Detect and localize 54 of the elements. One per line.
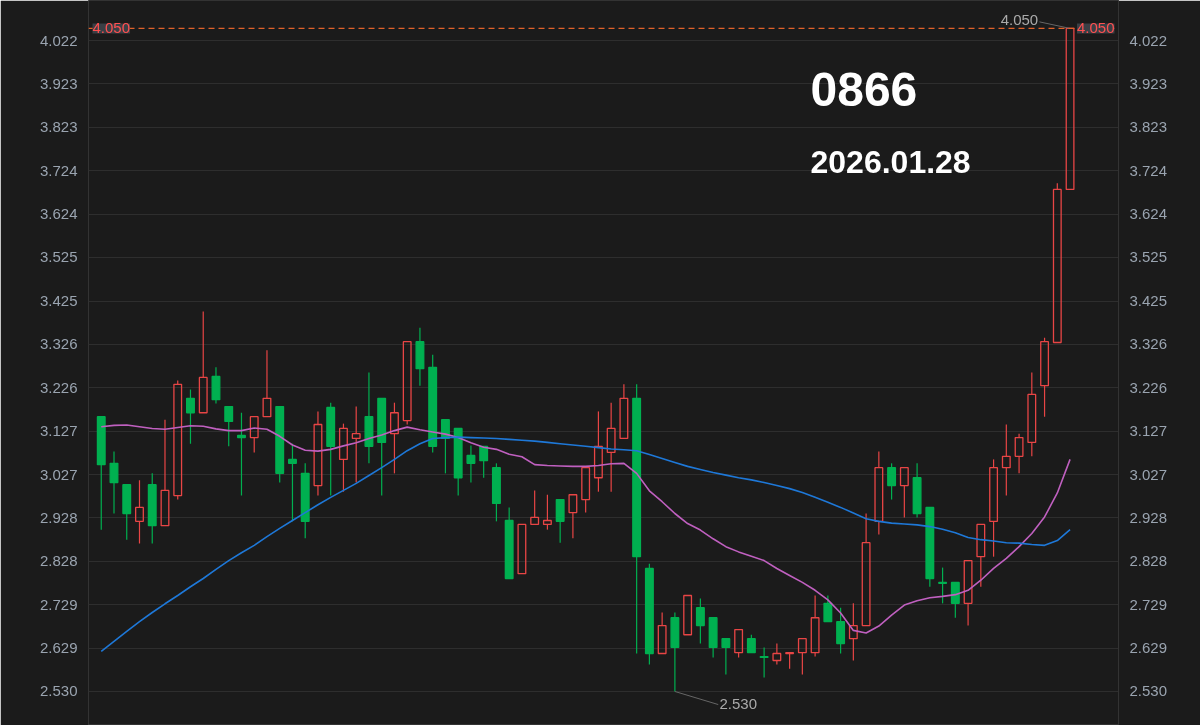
text: 4.050	[1076, 19, 1115, 37]
y-tick-label: 3.525	[39, 248, 78, 266]
y2-tick-label: 2.530	[1129, 682, 1168, 700]
candlestick	[415, 327, 425, 387]
y2-tick-label: 4.022	[1129, 31, 1168, 49]
y2-tick-label: 3.127	[1129, 422, 1168, 440]
y-tick-label: 2.729	[39, 595, 78, 613]
candlestick	[670, 611, 680, 693]
y2-tick-label: 2.828	[1129, 552, 1168, 570]
y-tick-label: 3.823	[39, 118, 78, 136]
y-tick-label: 2.629	[39, 639, 78, 657]
candlestick	[364, 372, 374, 464]
y2-tick-label: 3.027	[1129, 465, 1168, 483]
y2-tick-label: 3.425	[1129, 292, 1168, 310]
y2-tick-label: 3.624	[1129, 205, 1168, 223]
y2-tick-label: 3.724	[1129, 161, 1168, 179]
y-tick-label: 2.928	[39, 508, 78, 526]
candlestick	[606, 402, 616, 493]
y2-tick-label: 3.326	[1129, 335, 1168, 353]
candlestick	[466, 444, 476, 484]
y-tick-label: 2.530	[39, 682, 78, 700]
candlestick	[135, 479, 144, 545]
y-tick-label: 3.425	[39, 292, 78, 310]
y-tick-label: 3.724	[39, 161, 78, 179]
y-tick-label: 3.027	[39, 465, 78, 483]
annotation: 2.530	[719, 695, 758, 713]
candlestick	[772, 642, 782, 666]
text: 0866	[810, 62, 918, 116]
candlestick	[848, 602, 858, 662]
text: 2026.01.28	[810, 143, 971, 180]
y-tick-label: 3.624	[39, 205, 78, 223]
ref-line-label: 4.050	[92, 19, 131, 37]
y2-tick-label: 3.525	[1129, 248, 1168, 266]
candlestick	[1014, 433, 1024, 474]
y2-tick-label: 2.928	[1129, 508, 1168, 526]
y-tick-label: 4.022	[39, 31, 78, 49]
y-tick-label: 3.923	[39, 74, 78, 92]
y-tick-label: 2.828	[39, 552, 78, 570]
y2-tick-label: 2.729	[1129, 595, 1168, 613]
y-tick-label: 3.127	[39, 422, 78, 440]
y-tick-label: 3.226	[39, 378, 78, 396]
candlestick	[912, 462, 922, 519]
y2-tick-label: 3.823	[1129, 118, 1168, 136]
candlestick	[1001, 423, 1011, 497]
candlestick	[810, 594, 820, 658]
y-tick-label: 3.326	[39, 335, 78, 353]
y2-tick-label: 3.226	[1129, 378, 1168, 396]
candlestick	[237, 412, 246, 497]
y2-tick-label: 2.629	[1129, 639, 1168, 657]
annotation: 4.050	[1000, 11, 1039, 29]
candlestick	[313, 410, 323, 497]
candlestick	[759, 646, 769, 679]
y2-tick-label: 3.923	[1129, 74, 1168, 92]
candlestick	[351, 406, 361, 484]
